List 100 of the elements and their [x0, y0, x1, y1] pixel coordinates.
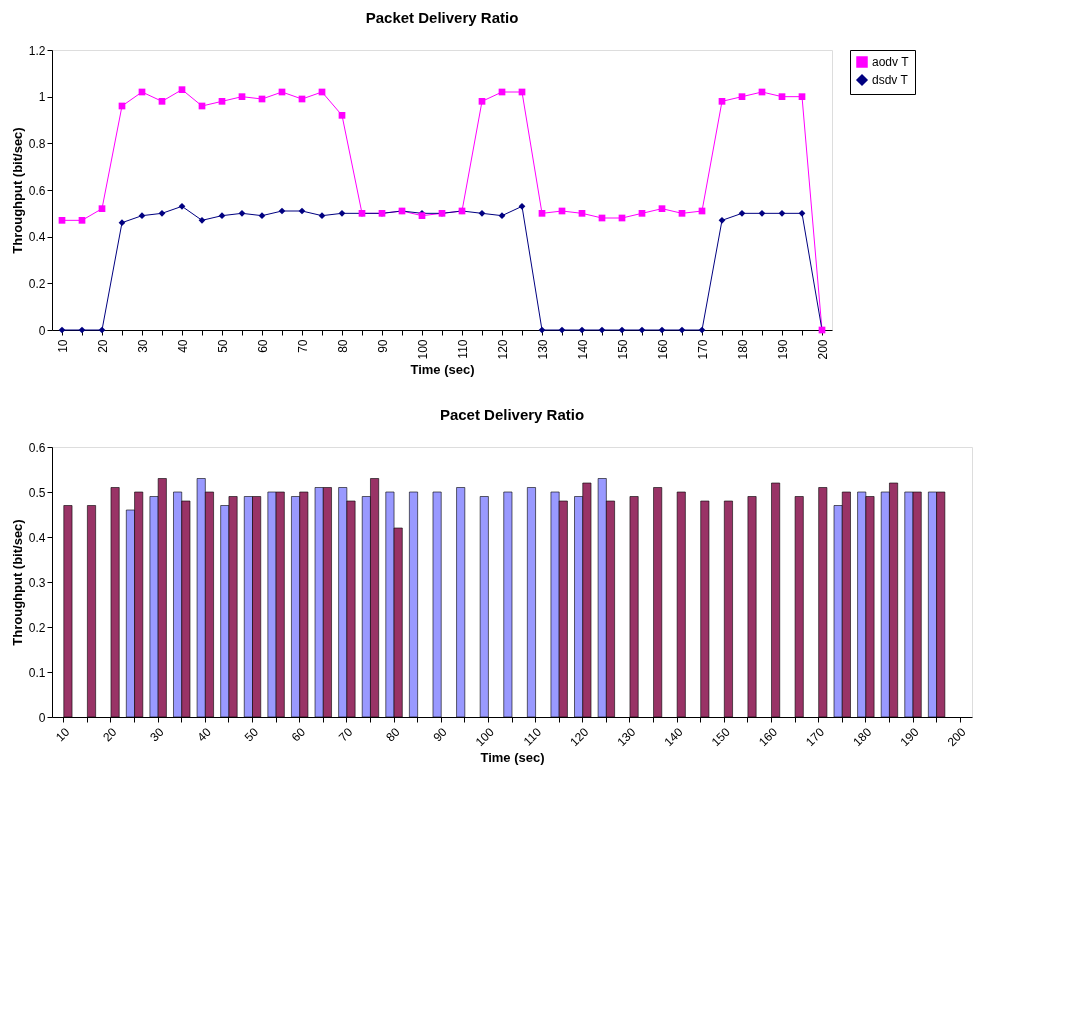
- x-tick-label: 50: [241, 724, 262, 745]
- point: [798, 93, 806, 101]
- y-tick-label: 0.1: [28, 665, 46, 680]
- point: [778, 93, 786, 101]
- x-axis-title: Time (sec): [480, 750, 545, 766]
- x-tick-label: 160: [755, 724, 781, 750]
- point: [318, 212, 326, 220]
- x-tick-label: 190: [775, 339, 790, 360]
- point: [78, 326, 86, 334]
- point: [718, 97, 726, 105]
- x-tick-label: 150: [615, 339, 630, 360]
- x-tick-label: 110: [520, 724, 545, 749]
- x-tick-label: 120: [567, 724, 592, 750]
- y-tick-label: 0: [38, 323, 46, 338]
- x-tick-label: 110: [455, 339, 470, 359]
- point: [698, 326, 706, 334]
- y-axis-title: Throughput (bit/sec): [9, 519, 25, 646]
- point: [638, 326, 646, 334]
- point: [638, 209, 646, 217]
- x-tick-label: 180: [850, 724, 875, 750]
- point: [678, 326, 686, 334]
- point: [158, 209, 166, 217]
- point: [518, 202, 526, 210]
- point: [578, 326, 586, 334]
- x-tick-label: 10: [52, 724, 73, 745]
- x-tick-label: 100: [472, 724, 498, 750]
- point: [218, 212, 226, 220]
- point: [558, 326, 566, 334]
- point: [218, 97, 226, 105]
- point: [78, 216, 86, 224]
- point: [478, 209, 486, 217]
- point: [498, 212, 506, 220]
- x-tick-label: 20: [95, 339, 110, 353]
- point: [338, 111, 346, 119]
- point: [618, 326, 626, 334]
- y-tick-label: 0.4: [28, 230, 46, 245]
- point: [738, 209, 746, 217]
- point: [178, 86, 186, 94]
- point: [758, 209, 766, 217]
- point: [298, 207, 306, 215]
- x-tick-label: 160: [655, 339, 670, 360]
- x-tick-label: 130: [535, 339, 550, 360]
- legend-label: aodv T: [872, 55, 910, 69]
- point: [178, 202, 186, 210]
- x-tick-label: 120: [495, 339, 510, 360]
- point: [58, 326, 66, 334]
- x-tick-label: 170: [803, 724, 828, 750]
- x-tick-label: 170: [695, 339, 710, 360]
- chart-title: Pacet Delivery Ratio: [439, 406, 585, 423]
- x-tick-label: 70: [336, 724, 356, 745]
- point: [538, 326, 546, 334]
- point: [658, 326, 666, 334]
- x-tick-label: 60: [255, 339, 270, 353]
- x-tick-label: 30: [135, 339, 150, 353]
- point: [98, 326, 106, 334]
- point: [238, 209, 246, 217]
- y-tick-label: 0.4: [28, 530, 46, 545]
- y-tick-label: 0: [38, 710, 46, 725]
- x-tick-label: 40: [175, 339, 190, 353]
- x-tick-label: 150: [708, 724, 734, 750]
- y-tick-label: 0.6: [28, 440, 46, 455]
- point: [598, 326, 606, 334]
- point: [138, 212, 146, 220]
- point: [158, 97, 166, 105]
- x-tick-label: 30: [147, 724, 167, 745]
- y-axis-title: Throughput (bit/sec): [9, 127, 25, 254]
- y-tick-label: 0.2: [28, 620, 46, 635]
- point: [278, 207, 286, 215]
- y-tick-label: 0.8: [28, 136, 46, 151]
- x-tick-label: 140: [575, 339, 590, 360]
- x-tick-label: 40: [194, 724, 215, 745]
- point: [778, 209, 786, 217]
- x-tick-label: 200: [815, 339, 830, 360]
- point: [338, 209, 346, 217]
- point: [478, 97, 486, 105]
- point: [718, 216, 726, 224]
- point: [58, 216, 66, 224]
- point: [578, 209, 586, 217]
- legend-label: dsdv T: [872, 73, 909, 87]
- x-tick-label: 80: [335, 339, 350, 353]
- y-tick-label: 1.2: [28, 43, 46, 58]
- x-tick-label: 90: [375, 339, 390, 353]
- point: [98, 205, 106, 213]
- x-tick-label: 80: [383, 724, 403, 745]
- point: [738, 93, 746, 101]
- y-tick-label: 0.5: [28, 485, 46, 500]
- point: [258, 212, 266, 220]
- y-tick-label: 1: [38, 90, 46, 105]
- point: [538, 209, 546, 217]
- x-tick-label: 190: [897, 724, 922, 750]
- point: [678, 209, 686, 217]
- point: [198, 216, 206, 224]
- x-tick-label: 60: [288, 724, 309, 745]
- x-tick-label: 10: [55, 339, 70, 353]
- chart-title: Packet Delivery Ratio: [365, 9, 519, 26]
- x-tick-label: 200: [944, 724, 969, 750]
- y-tick-label: 0.6: [28, 183, 46, 198]
- point: [238, 93, 246, 101]
- point: [118, 219, 126, 227]
- x-tick-label: 70: [295, 339, 310, 353]
